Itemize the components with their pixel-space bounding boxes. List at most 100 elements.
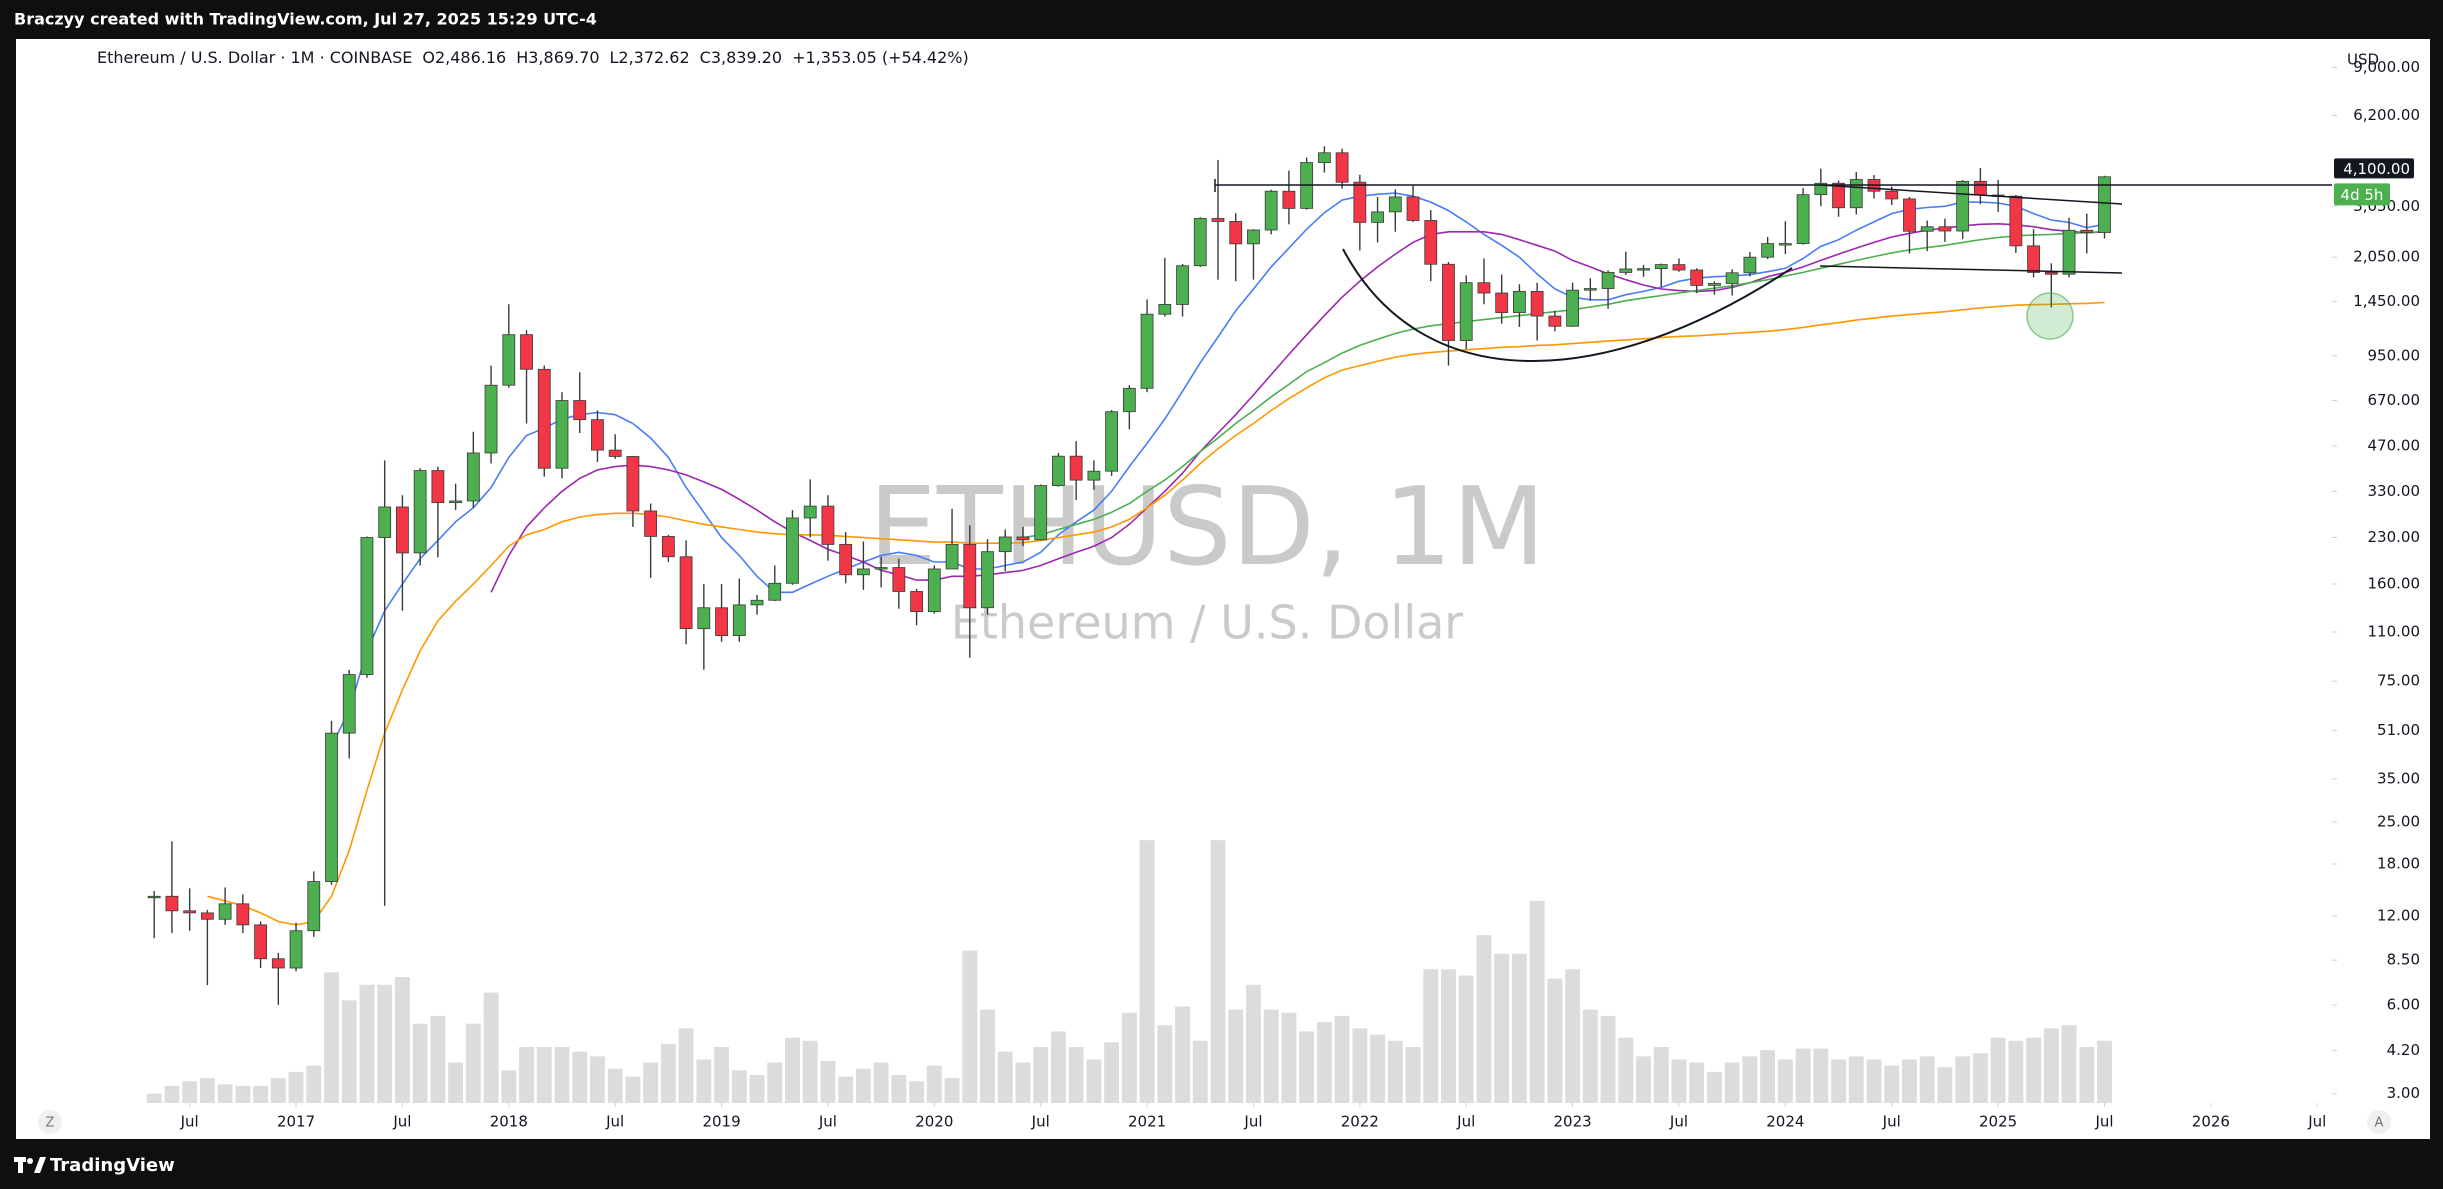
button-z[interactable] — [38, 1110, 62, 1134]
candle-body — [963, 544, 977, 609]
candle-body — [502, 334, 516, 386]
candle-body — [2044, 272, 2058, 275]
candle-body — [803, 505, 817, 519]
candle-body — [1388, 196, 1402, 213]
countdown-label: 4d 5h — [2341, 186, 2384, 204]
volume-bar — [1068, 1047, 1084, 1103]
candle-body — [413, 470, 427, 554]
header: Braczyy created with TradingView.com, Ju… — [14, 10, 597, 29]
candle-body — [661, 536, 675, 558]
x-tick-label: 2026 — [2192, 1113, 2230, 1131]
volume-bar — [554, 1047, 570, 1103]
x-tick-label: 2018 — [490, 1113, 528, 1131]
y-tick-label: 25.00 — [2377, 812, 2420, 830]
volume-bar — [1192, 1040, 1208, 1103]
candle-body — [1052, 455, 1065, 486]
candle-body — [183, 910, 197, 914]
x-tick-label: Jul — [818, 1113, 837, 1131]
candle-body — [591, 419, 604, 451]
candle-body — [1069, 455, 1083, 481]
volume-bar — [164, 1085, 180, 1103]
candle-body — [1105, 411, 1119, 472]
candle-body — [1176, 265, 1189, 305]
candle-body — [307, 881, 321, 932]
y-tick-label: 9,000.00 — [2353, 58, 2420, 76]
y-tick-label: 470.00 — [2368, 436, 2421, 454]
candle-body — [147, 895, 161, 899]
candle-body — [1619, 268, 1633, 273]
candle-body — [1761, 243, 1775, 258]
volume-bar — [359, 984, 375, 1103]
y-tick-label: 6,200.00 — [2353, 106, 2420, 124]
volume-bar — [1866, 1059, 1882, 1103]
candle-body — [165, 895, 179, 912]
candle-body — [396, 506, 409, 554]
volume-bar — [873, 1062, 889, 1103]
volume-layer — [146, 840, 2112, 1103]
volume-bar — [1831, 1059, 1846, 1103]
candle-body — [1920, 226, 1934, 232]
x-tick-label: Jul — [2094, 1113, 2113, 1131]
volume-bar — [1405, 1047, 1421, 1103]
candle-body — [378, 506, 392, 538]
x-tick-label: Jul — [1031, 1113, 1050, 1131]
volume-bar — [909, 1081, 925, 1103]
volume-bar — [1547, 978, 1563, 1103]
candle-body — [750, 599, 764, 606]
volume-bar — [1370, 1034, 1386, 1103]
volume-bar — [430, 1015, 446, 1103]
y-tick-label: 8.50 — [2387, 951, 2420, 969]
candle-body — [1903, 198, 1916, 232]
x-tick-label: Jul — [1243, 1113, 1262, 1131]
legend-symbol: Ethereum / U.S. Dollar · 1M · COINBASE — [97, 48, 412, 67]
candle-body — [1548, 315, 1562, 327]
moving-average — [330, 192, 2105, 747]
y-tick-label: 51.00 — [2377, 721, 2420, 739]
candle-body — [945, 544, 959, 570]
volume-bar — [1902, 1059, 1917, 1103]
volume-bar — [1121, 1012, 1137, 1103]
tv-logo — [14, 1157, 46, 1173]
volume-bar — [980, 1009, 995, 1103]
y-tick-label: 35.00 — [2377, 769, 2420, 787]
volume-bar — [678, 1028, 694, 1103]
volume-bar — [1387, 1040, 1403, 1103]
volume-bar — [785, 1037, 800, 1103]
candle-body — [555, 400, 569, 469]
candle-body — [1158, 304, 1172, 315]
candle-body — [732, 604, 746, 637]
candle-body — [821, 505, 835, 545]
volume-bar — [572, 1051, 588, 1103]
volume-bar — [1955, 1056, 1971, 1103]
candle-body — [2062, 229, 2076, 275]
volume-bar — [997, 1051, 1013, 1103]
ma-layer — [207, 192, 2105, 926]
candle-body — [1353, 181, 1367, 223]
volume-bar — [2026, 1037, 2042, 1103]
candle-body — [1371, 211, 1384, 223]
y-tick-label: 75.00 — [2377, 672, 2420, 690]
button-z-label[interactable]: Z — [46, 1116, 55, 1131]
candle-body — [342, 674, 356, 734]
candle-body — [218, 903, 232, 920]
volume-bar — [270, 1078, 286, 1103]
moving-average — [207, 301, 2105, 926]
candle-body — [910, 591, 923, 613]
volume-bar — [1653, 1047, 1669, 1103]
candle-body — [1938, 226, 1952, 232]
candle-body — [697, 607, 711, 630]
watermark-description: Ethereum / U.S. Dollar — [951, 596, 1464, 650]
candle-body — [1317, 152, 1331, 163]
volume-bar — [607, 1068, 623, 1103]
button-a-label[interactable]: A — [2375, 1116, 2384, 1131]
button-a[interactable] — [2367, 1110, 2391, 1134]
y-tick-label: 2,050.00 — [2353, 248, 2420, 266]
candle-body — [1264, 190, 1278, 231]
volume-bar — [1742, 1056, 1758, 1103]
axes: 9,000.006,200.003,050.002,050.001,450.00… — [180, 58, 2420, 1130]
volume-bar — [1884, 1065, 1900, 1103]
candle-body — [1637, 268, 1650, 271]
candle-body — [1885, 190, 1899, 200]
